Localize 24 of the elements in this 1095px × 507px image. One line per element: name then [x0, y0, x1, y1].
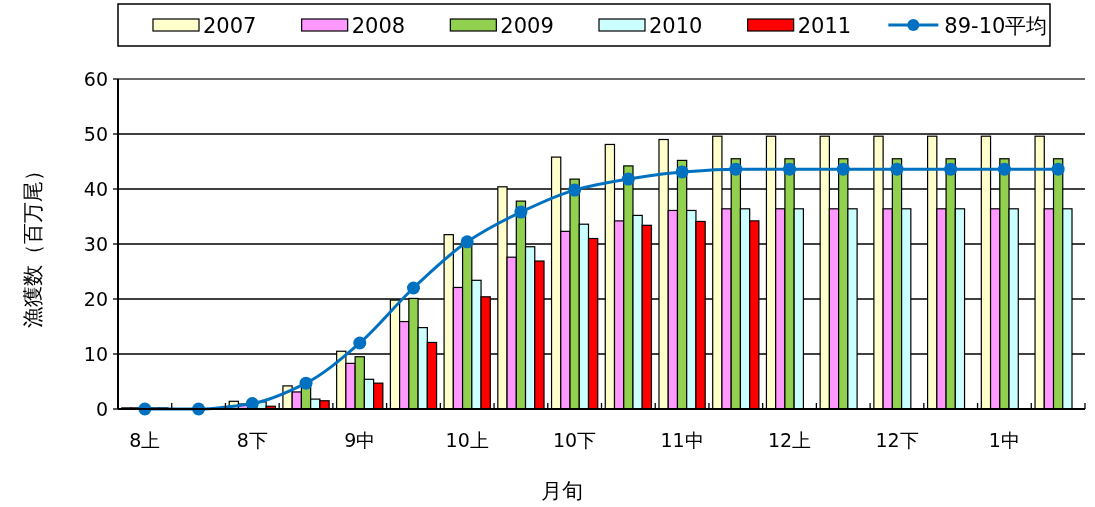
y-tick-label: 10: [83, 343, 108, 365]
x-tick-label: 11中: [660, 429, 704, 451]
legend-label: 2007: [203, 14, 257, 38]
x-tick-label: 10上: [445, 429, 489, 451]
x-tick-label: 8下: [236, 429, 268, 451]
legend-label: 2011: [797, 14, 852, 38]
legend-label: 2008: [351, 14, 406, 38]
y-tick-label: 30: [83, 233, 108, 255]
y-tick-label: 60: [83, 68, 108, 90]
x-tick-label: 12上: [767, 429, 812, 451]
y-axis-title: 漁獲数（百万尾）: [21, 160, 45, 328]
y-tick-label: 20: [83, 288, 108, 310]
x-tick-label: 9中: [344, 429, 376, 451]
x-tick-label: 10下: [553, 429, 597, 451]
legend-label: 89-10平均: [944, 14, 1048, 38]
x-tick-label: 12下: [875, 429, 919, 451]
y-tick-label: 0: [95, 398, 108, 420]
x-tick-label: 8上: [129, 429, 161, 451]
legend-label: 2009: [500, 14, 554, 38]
legend-label: 2010: [649, 14, 703, 38]
y-tick-label: 50: [83, 123, 108, 145]
x-tick-label: 1中: [988, 429, 1020, 451]
x-axis-title: 月旬: [540, 479, 583, 503]
y-tick-label: 40: [83, 178, 108, 200]
